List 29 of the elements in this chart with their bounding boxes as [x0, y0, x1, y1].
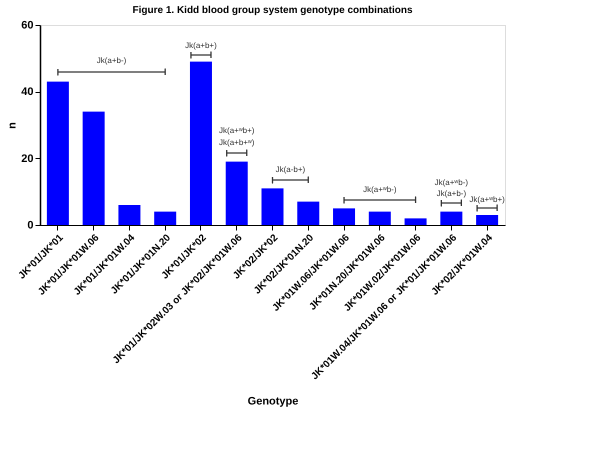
y-axis-title: n: [6, 122, 18, 129]
y-tick-label: 0: [27, 220, 34, 232]
bar: [440, 212, 462, 225]
y-tick-label: 20: [21, 152, 34, 165]
bar: [404, 218, 427, 225]
bar: [262, 188, 284, 225]
bar: [118, 205, 140, 225]
bar: [46, 82, 69, 225]
annotation: Jk(a+b-): [436, 189, 466, 198]
x-axis-title: Genotype: [248, 395, 298, 408]
annotation: Jk(a+ʷb-): [363, 185, 397, 194]
bar: [226, 162, 248, 225]
bar: [333, 208, 356, 225]
bar: [190, 62, 212, 225]
annotation: Jk(a+b-): [96, 56, 127, 65]
bar: [476, 215, 498, 225]
y-tick-label: 40: [21, 86, 34, 98]
bar: [154, 212, 176, 225]
chart-title: Figure 1. Kidd blood group system genotype combinations: [132, 5, 413, 16]
bar: [368, 212, 391, 225]
y-tick-label: 60: [21, 20, 34, 32]
annotation: Jk(a+b+): [185, 41, 218, 50]
annotation: Jk(a+ʷb+): [469, 195, 506, 204]
bar: [82, 112, 105, 225]
bar: [297, 202, 320, 225]
annotation: Jk(a+b+ʷ): [219, 138, 255, 147]
annotation: Jk(a-b+): [276, 165, 306, 174]
annotation: Jk(a+ʷb-): [434, 178, 468, 187]
annotation: Jk(a+ʷb+): [219, 126, 255, 135]
